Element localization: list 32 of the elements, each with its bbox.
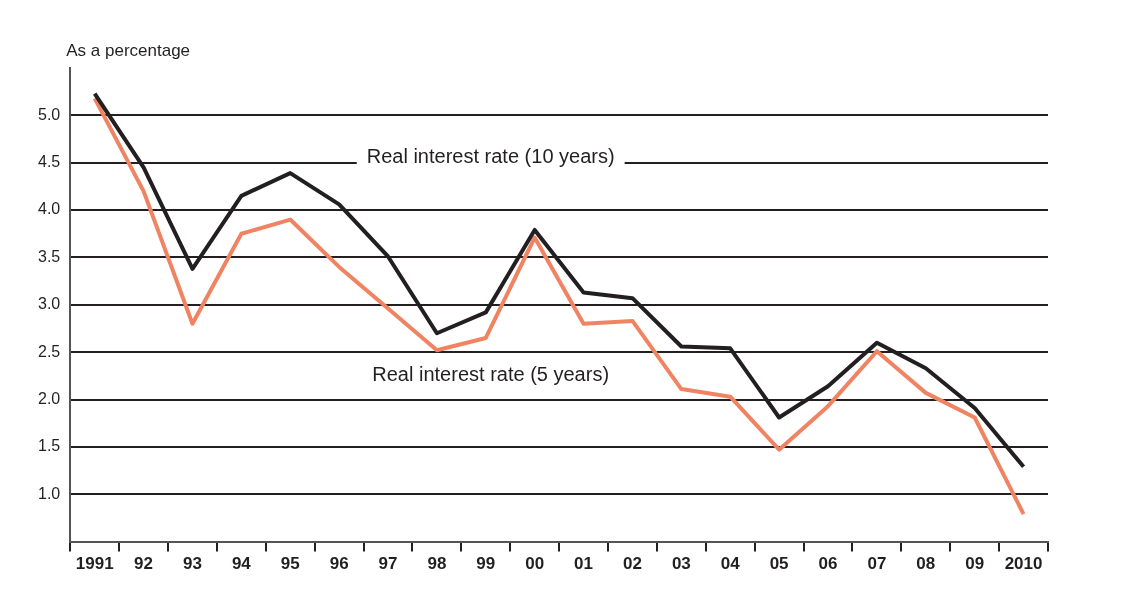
y-tick-label: 3.5 [37, 247, 61, 265]
x-tick-label: 09 [965, 554, 985, 574]
x-tick-label: 99 [476, 554, 496, 574]
x-tick-label: 95 [280, 554, 300, 574]
series-label: Real interest rate (5 years) [372, 363, 610, 386]
y-tick-label: 3.0 [37, 295, 61, 313]
x-tick-label: 00 [525, 554, 545, 574]
x-tick-label: 94 [231, 554, 252, 574]
x-tick-label: 06 [818, 554, 838, 574]
x-tick-label: 1991 [75, 554, 114, 574]
y-tick-label: 2.5 [37, 342, 61, 360]
x-tick-label: 97 [378, 554, 398, 574]
y-tick-label: 4.5 [37, 153, 61, 171]
x-tick-label: 92 [134, 554, 154, 574]
x-tick-label: 07 [867, 554, 887, 574]
y-tick-label: 5.0 [37, 105, 61, 123]
x-tick-label: 2010 [1004, 554, 1043, 574]
text: Real interest rate (10 years) [366, 145, 615, 168]
x-tick-label: 02 [622, 554, 642, 574]
y-tick-label: 1.5 [37, 437, 61, 455]
y-tick-label: 2.0 [37, 389, 61, 407]
y-tick-label: 1.0 [37, 484, 61, 502]
x-tick-label: 01 [574, 554, 594, 574]
x-tick-label: 96 [329, 554, 349, 574]
x-tick-label: 93 [183, 554, 202, 574]
x-tick-label: 03 [671, 554, 691, 574]
x-tick-label: 98 [427, 554, 447, 574]
y-tick-label: 4.0 [37, 200, 61, 218]
y-axis-title: As a percentage [66, 41, 191, 61]
x-tick-label: 08 [916, 554, 936, 574]
x-tick-label: 04 [720, 554, 741, 574]
x-tick-label: 05 [769, 554, 789, 574]
